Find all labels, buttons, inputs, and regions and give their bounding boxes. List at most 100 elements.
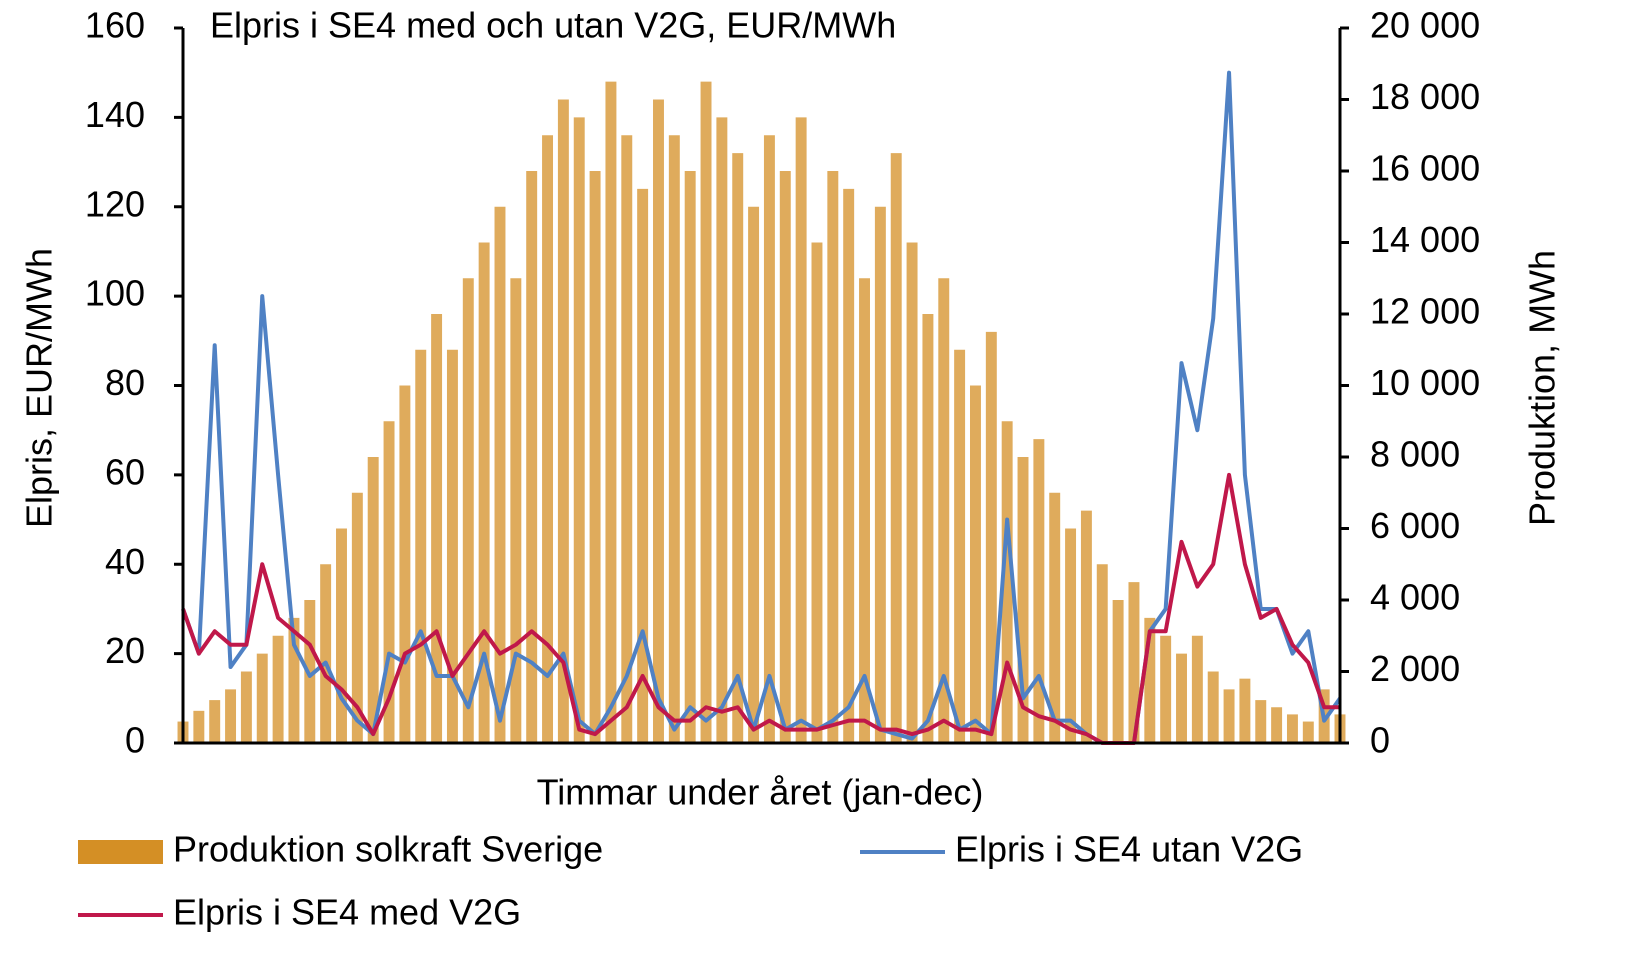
legend-swatch	[78, 840, 163, 864]
bar	[779, 171, 791, 743]
bar	[969, 385, 981, 743]
bar	[716, 117, 728, 743]
bar	[1207, 671, 1219, 743]
bar	[193, 710, 205, 743]
y-tick-label: 80	[105, 362, 145, 403]
bar	[557, 99, 569, 743]
bar	[1033, 439, 1045, 743]
legend-label: Produktion solkraft Sverige	[173, 829, 603, 870]
bar	[637, 188, 649, 743]
bar	[621, 135, 633, 743]
y-tick-label: 160	[85, 5, 145, 46]
bar	[1080, 510, 1092, 743]
legend-label: Elpris i SE4 med V2G	[173, 892, 521, 933]
bar	[351, 492, 363, 743]
y2-tick-label: 8 000	[1370, 434, 1460, 475]
y-axis-label: Elpris, EUR/MWh	[19, 248, 60, 528]
y2-tick-label: 16 000	[1370, 148, 1480, 189]
y2-tick-label: 6 000	[1370, 505, 1460, 546]
legend-label: Elpris i SE4 utan V2G	[955, 829, 1303, 870]
bar	[874, 206, 886, 743]
bar	[589, 171, 601, 743]
bar	[209, 700, 221, 743]
y2-tick-label: 4 000	[1370, 577, 1460, 618]
chart-title: Elpris i SE4 med och utan V2G, EUR/MWh	[210, 5, 896, 46]
bar	[1112, 600, 1124, 743]
bar	[668, 135, 680, 743]
bar	[700, 81, 712, 743]
bar	[795, 117, 807, 743]
bar	[367, 457, 379, 743]
bar	[827, 171, 839, 743]
y2-tick-label: 0	[1370, 720, 1390, 761]
bar	[1286, 714, 1298, 743]
bar	[1255, 700, 1267, 743]
bar	[1191, 635, 1203, 743]
bar	[1049, 492, 1061, 743]
bar	[462, 278, 474, 743]
y-tick-label: 100	[85, 273, 145, 314]
bar	[906, 242, 918, 743]
y-tick-label: 20	[105, 630, 145, 671]
bar	[383, 421, 395, 743]
y2-tick-label: 20 000	[1370, 5, 1480, 46]
bar	[684, 171, 696, 743]
bar	[446, 349, 458, 743]
y-tick-label: 140	[85, 94, 145, 135]
bar	[954, 349, 966, 743]
bar	[478, 242, 490, 743]
bar	[288, 617, 300, 743]
x-axis-label: Timmar under året (jan-dec)	[537, 772, 984, 813]
bar	[272, 635, 284, 743]
bar	[811, 242, 823, 743]
bar	[510, 278, 522, 743]
bar	[1001, 421, 1013, 743]
bar	[1160, 635, 1172, 743]
y2-tick-label: 10 000	[1370, 362, 1480, 403]
y-tick-label: 40	[105, 541, 145, 582]
bar	[985, 331, 997, 743]
bar	[890, 153, 902, 743]
bar	[1017, 457, 1029, 743]
bar	[1065, 528, 1077, 743]
bar	[225, 689, 237, 743]
bar	[240, 671, 252, 743]
bar	[1096, 564, 1108, 743]
bar	[938, 278, 950, 743]
bar	[336, 528, 347, 743]
bar	[542, 135, 554, 743]
y2-tick-label: 12 000	[1370, 291, 1480, 332]
bar	[256, 653, 268, 743]
y-tick-label: 60	[105, 451, 145, 492]
line-series	[181, 472, 1340, 745]
bar	[732, 153, 744, 743]
bar	[320, 564, 332, 743]
bar	[526, 171, 538, 743]
bar	[1176, 653, 1187, 743]
bar	[859, 278, 870, 743]
bar	[748, 206, 760, 743]
bar	[573, 117, 585, 743]
bar	[605, 81, 617, 743]
bar	[399, 385, 411, 743]
bar	[1223, 689, 1235, 743]
bar	[1302, 721, 1314, 743]
bar	[1271, 707, 1283, 743]
bar	[1239, 678, 1251, 743]
bar	[1128, 582, 1140, 743]
bar	[431, 314, 443, 743]
bar	[494, 206, 506, 743]
bar	[763, 135, 775, 743]
y2-axis-label: Produktion, MWh	[1522, 250, 1563, 526]
y2-tick-label: 14 000	[1370, 219, 1480, 260]
y2-tick-label: 2 000	[1370, 648, 1460, 689]
bar	[304, 600, 316, 743]
y-tick-label: 0	[125, 720, 145, 761]
bar	[922, 314, 934, 743]
y2-tick-label: 18 000	[1370, 76, 1480, 117]
bar	[1144, 617, 1156, 743]
bar	[415, 349, 427, 743]
y-tick-label: 120	[85, 183, 145, 224]
bar	[653, 99, 664, 743]
